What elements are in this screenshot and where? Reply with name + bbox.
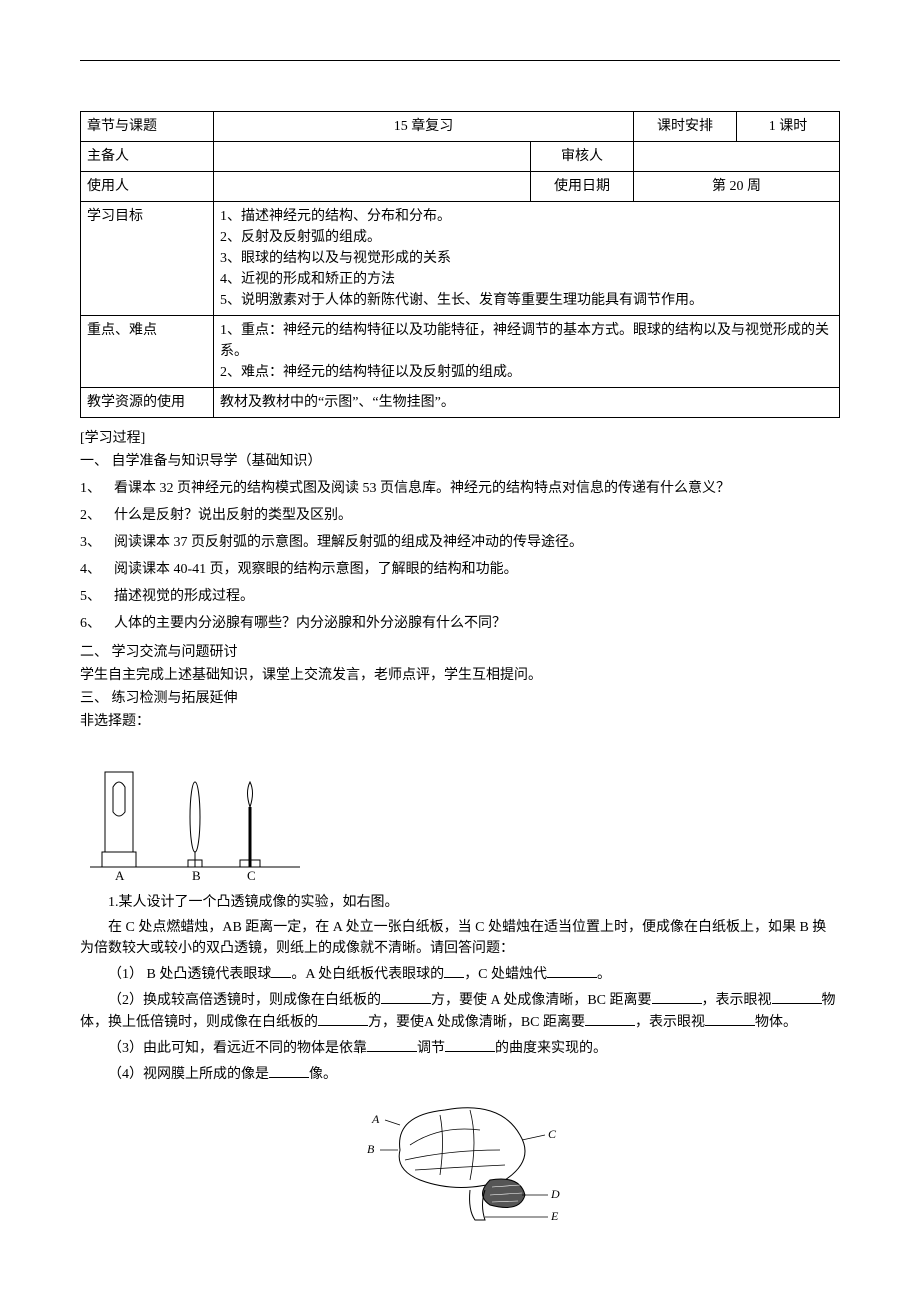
list-item: 4、阅读课本 40-41 页，观察眼的结构示意图，了解眼的结构和功能。 (80, 559, 840, 580)
section1-title: 一、 自学准备与知识导学（基础知识） (80, 451, 840, 472)
q1-4a: （4）视网膜上所成的像是 (108, 1067, 269, 1082)
list-text: 人体的主要内分泌腺有哪些？内分泌腺和外分泌腺有什么不同？ (114, 613, 506, 634)
brain-diagram: A B C D E (80, 1095, 840, 1232)
section3-sub: 非选择题： (80, 711, 840, 732)
q1-1c: ，C 处蜡烛代 (464, 967, 547, 982)
q1-3a: （3）由此可知，看远近不同的物体是依靠 (108, 1041, 367, 1056)
cell-goals-label: 学习目标 (81, 202, 214, 316)
cell-resources-label: 教学资源的使用 (81, 388, 214, 418)
cell-topic-label: 章节与课题 (81, 112, 214, 142)
cell-resources-value: 教材及教材中的“示图”、“生物挂图”。 (214, 388, 840, 418)
q1-2g: 物体。 (755, 1015, 797, 1030)
blank (652, 989, 702, 1004)
blank (772, 989, 822, 1004)
process-heading: [学习过程] (80, 428, 840, 449)
q1-desc: 在 C 处点燃蜡烛，AB 距离一定，在 A 处立一张白纸板，当 C 处蜡烛在适当… (80, 917, 840, 959)
list-text: 什么是反射？说出反射的类型及区别。 (114, 505, 352, 526)
q1-3b: 调节 (417, 1041, 445, 1056)
cell-period-label: 课时安排 (634, 112, 737, 142)
list-item: 2、什么是反射？说出反射的类型及区别。 (80, 505, 840, 526)
q1-lead: 1.某人设计了一个凸透镜成像的实验，如右图。 (80, 892, 840, 913)
cell-period-value: 1 课时 (737, 112, 840, 142)
section3-title: 三、 练习检测与拓展延伸 (80, 688, 840, 709)
cell-user-label: 使用人 (81, 172, 214, 202)
list-num: 6、 (80, 613, 114, 634)
q1-2a: （2）换成较高倍透镜时，则成像在白纸板的 (108, 993, 381, 1008)
q1-1a: （1） B 处凸透镜代表眼球 (108, 967, 271, 982)
list-num: 1、 (80, 478, 114, 499)
q1-4b: 像。 (309, 1067, 337, 1082)
cell-goals-value: 1、描述神经元的结构、分布和分布。 2、反射及反射弧的组成。 3、眼球的结构以及… (214, 202, 840, 316)
blank (271, 963, 291, 978)
list-text: 描述视觉的形成过程。 (114, 586, 254, 607)
list-item: 1、看课本 32 页神经元的结构模式图及阅读 53 页信息库。神经元的结构特点对… (80, 478, 840, 499)
cell-topic-value: 15 章复习 (214, 112, 634, 142)
list-text: 阅读课本 37 页反射弧的示意图。理解反射弧的组成及神经冲动的传导途径。 (114, 532, 583, 553)
top-rule (80, 60, 840, 61)
list-num: 4、 (80, 559, 114, 580)
q1-1b: 。A 处白纸板代表眼球的 (291, 967, 444, 982)
cell-keys-value: 1、重点：神经元的结构特征以及功能特征，神经调节的基本方式。眼球的结构以及与视觉… (214, 316, 840, 388)
brain-label-a: A (371, 1112, 380, 1126)
blank (367, 1037, 417, 1052)
blank (547, 963, 597, 978)
brain-label-d: D (550, 1187, 560, 1201)
list-num: 3、 (80, 532, 114, 553)
q1-1d: 。 (597, 967, 611, 982)
q1-item4: （4）视网膜上所成的像是 像。 (80, 1063, 840, 1085)
lesson-table: 章节与课题 15 章复习 课时安排 1 课时 主备人 审核人 使用人 使用日期 … (80, 111, 840, 418)
q1-2e: 方，要使A 处成像清晰，BC 距离要 (368, 1015, 585, 1030)
list-item: 5、描述视觉的形成过程。 (80, 586, 840, 607)
section1-list: 1、看课本 32 页神经元的结构模式图及阅读 53 页信息库。神经元的结构特点对… (80, 478, 840, 634)
section2-body: 学生自主完成上述基础知识，课堂上交流发言，老师点评，学生互相提问。 (80, 665, 840, 686)
q1-2b: 方，要使 A 处成像清晰，BC 距离要 (431, 993, 652, 1008)
q1-2f: ，表示眼视 (635, 1015, 705, 1030)
list-text: 看课本 32 页神经元的结构模式图及阅读 53 页信息库。神经元的结构特点对信息… (114, 478, 730, 499)
brain-label-e: E (550, 1209, 559, 1223)
q1-3c: 的曲度来实现的。 (495, 1041, 607, 1056)
cell-user-value (214, 172, 531, 202)
lens-diagram: A B C (80, 752, 840, 882)
cell-reviewer-value (634, 142, 840, 172)
blank (705, 1011, 755, 1026)
label-a: A (115, 868, 125, 882)
cell-author-label: 主备人 (81, 142, 214, 172)
list-item: 6、人体的主要内分泌腺有哪些？内分泌腺和外分泌腺有什么不同？ (80, 613, 840, 634)
blank (444, 963, 464, 978)
cell-date-value: 第 20 周 (634, 172, 840, 202)
page: 章节与课题 15 章复习 课时安排 1 课时 主备人 审核人 使用人 使用日期 … (0, 0, 920, 1302)
list-num: 5、 (80, 586, 114, 607)
list-item: 3、阅读课本 37 页反射弧的示意图。理解反射弧的组成及神经冲动的传导途径。 (80, 532, 840, 553)
label-c: C (247, 868, 256, 882)
brain-label-b: B (367, 1142, 375, 1156)
cell-date-label: 使用日期 (531, 172, 634, 202)
q1-item2: （2）换成较高倍透镜时，则成像在白纸板的 方，要使 A 处成像清晰，BC 距离要 ，… (80, 989, 840, 1033)
q1-item1: （1） B 处凸透镜代表眼球 。A 处白纸板代表眼球的 ，C 处蜡烛代 。 (80, 963, 840, 985)
list-text: 阅读课本 40-41 页，观察眼的结构示意图，了解眼的结构和功能。 (114, 559, 518, 580)
cell-reviewer-label: 审核人 (531, 142, 634, 172)
brain-label-c: C (548, 1127, 557, 1141)
label-b: B (192, 868, 201, 882)
blank (381, 989, 431, 1004)
q1-item3: （3）由此可知，看远近不同的物体是依靠 调节 的曲度来实现的。 (80, 1037, 840, 1059)
list-num: 2、 (80, 505, 114, 526)
cell-author-value (214, 142, 531, 172)
cell-keys-label: 重点、难点 (81, 316, 214, 388)
blank (318, 1011, 368, 1026)
blank (445, 1037, 495, 1052)
blank (585, 1011, 635, 1026)
q1-2c: ，表示眼视 (702, 993, 772, 1008)
blank (269, 1063, 309, 1078)
section2-title: 二、 学习交流与问题研讨 (80, 642, 840, 663)
